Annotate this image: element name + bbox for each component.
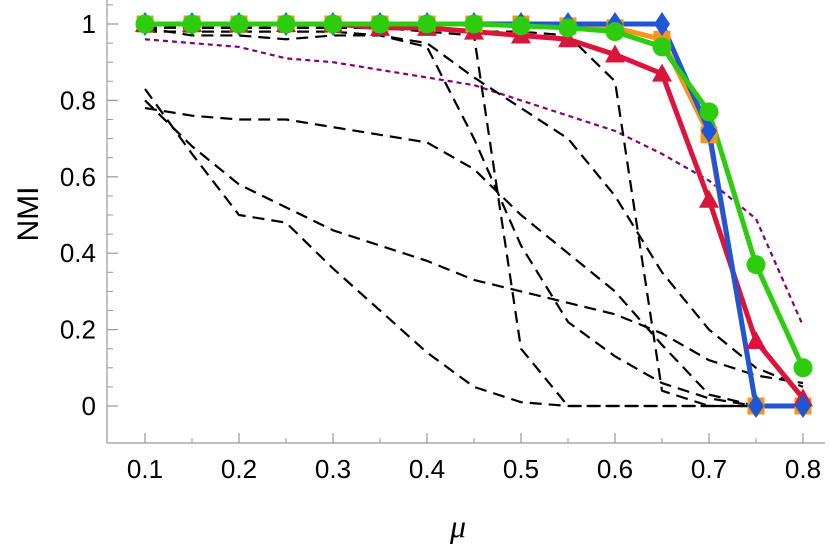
- circle-marker: [135, 14, 155, 34]
- y-tick-label: 1: [82, 9, 96, 39]
- circle-marker: [605, 22, 625, 42]
- x-tick-label: 0.3: [315, 454, 351, 484]
- triangle-marker: [746, 331, 766, 350]
- dashed-series-line: [144, 99, 804, 385]
- circle-marker: [323, 14, 343, 34]
- y-tick-label: 0.6: [60, 162, 96, 192]
- axes: [106, 0, 825, 444]
- ticks: [107, 4, 804, 443]
- triangle-marker: [652, 63, 672, 82]
- series-line-triangle: [145, 21, 805, 400]
- triangle-marker: [605, 44, 625, 63]
- x-tick-label: 0.7: [691, 454, 727, 484]
- dashed-series-line: [145, 30, 803, 408]
- x-tick-label: 0.6: [597, 454, 633, 484]
- y-tick-label: 0.4: [60, 238, 96, 268]
- circle-marker: [746, 255, 766, 275]
- circle-marker: [370, 14, 390, 34]
- y-tick-label: 0.2: [60, 315, 96, 345]
- triangle-marker: [699, 189, 719, 208]
- circle-marker: [511, 16, 531, 36]
- dashed-series-line: [144, 88, 803, 408]
- circle-marker: [558, 18, 578, 38]
- series-line-circle: [145, 21, 806, 369]
- series-layer: [144, 21, 806, 409]
- diamond-marker: [654, 12, 670, 36]
- x-axis-title: μ: [449, 508, 466, 544]
- circle-marker: [417, 14, 437, 34]
- x-tick-label: 0.5: [503, 454, 539, 484]
- x-tick-label: 0.1: [127, 454, 163, 484]
- marker-layer: [135, 12, 813, 418]
- x-tick-label: 0.2: [221, 454, 257, 484]
- diamond-marker: [748, 394, 764, 418]
- circle-marker: [229, 14, 249, 34]
- circle-marker: [276, 14, 296, 34]
- x-tick-label: 0.4: [409, 454, 445, 484]
- x-tick-label: 0.8: [785, 454, 821, 484]
- circle-marker: [182, 14, 202, 34]
- circle-marker: [652, 37, 672, 57]
- dashed-series-line: [144, 26, 804, 388]
- dashed-series-line: [144, 106, 803, 408]
- diamond-marker: [701, 118, 717, 143]
- dashed-series-line: [145, 26, 803, 408]
- y-tick-label: 0.8: [60, 85, 96, 115]
- dashed-series-line: [144, 38, 805, 327]
- triangle-marker: [558, 29, 578, 48]
- y-axis-title: NMI: [12, 187, 45, 242]
- circle-marker: [699, 102, 719, 122]
- circle-marker: [464, 14, 484, 34]
- y-tick-label: 0: [82, 391, 96, 421]
- diamond-marker: [795, 394, 811, 418]
- tick-labels: 0.1 0.2 0.3 0.4 0.5 0.6 0.7 0.8 0 0.2 0.4 0.6 0.8 1: [60, 9, 821, 484]
- circle-marker: [793, 358, 813, 378]
